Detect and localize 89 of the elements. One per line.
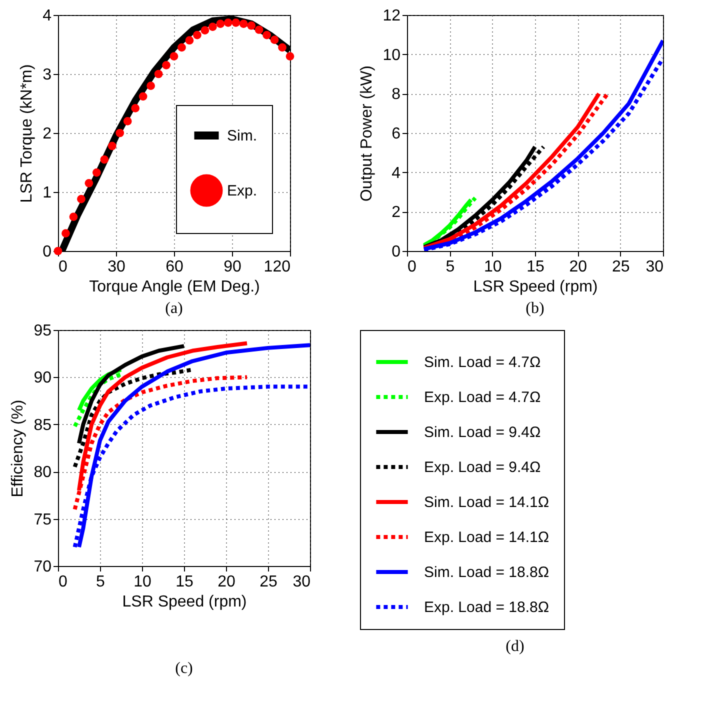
x-tick-label: 10 [134,574,152,590]
y-tick-label: 70 [34,558,52,576]
point [270,36,279,44]
x-tick-label: 0 [58,574,68,590]
y-tick-label: 0 [42,244,52,260]
point [278,43,286,52]
y-tick-label: 8 [392,86,401,104]
x-axis-title: LSR Speed (rpm) [122,594,247,610]
y-tick-label: 3 [42,66,52,84]
point [185,36,194,45]
y-tick-label: 80 [34,464,52,482]
point [92,168,101,177]
text: (c) [175,660,193,677]
y-tick-label: 75 [34,511,52,528]
y-axis-title: LSR Torque (kN*m) [18,64,36,203]
y-tick-label: 10 [382,46,401,64]
y-tick-label: 0 [392,244,401,260]
point [208,22,217,31]
legend-label: Exp. Load = 18.8Ω [424,599,550,616]
x-tick-label: 20 [569,258,588,276]
point [170,52,178,60]
y-tick-label: 12 [382,8,401,24]
y-tick-label: 6 [392,126,401,142]
x-tick-label: 25 [612,258,630,276]
point [84,178,94,188]
point [154,70,163,78]
point [162,60,170,70]
point [69,212,78,221]
line-series [77,343,310,550]
y-tick-label: 4 [42,8,52,24]
y-axis-title: Output Power (kW) [358,65,376,202]
x-tick-label: 5 [446,258,455,276]
point [178,43,186,52]
point [138,92,148,101]
x-tick-label: 10 [484,258,502,276]
y-tick-label: 2 [392,204,401,222]
text: (b) [526,300,544,317]
y-axis-title: Efficiency (%) [10,400,27,498]
point [146,82,155,90]
x-axis-title: LSR Speed (rpm) [473,278,598,296]
x-tick-label: 60 [166,258,184,276]
point [193,30,202,40]
x-tick-label: 120 [264,258,291,276]
x-tick-label: 5 [96,574,106,590]
x-tick-label: 30 [646,258,664,276]
legend-label: Sim. [227,128,257,144]
x-tick-label: 25 [260,574,278,590]
point [224,18,232,27]
point [77,194,86,204]
point [239,20,248,28]
y-tick-label: 85 [34,416,52,434]
x-tick-label: 15 [526,258,544,276]
x-tick-label: 30 [292,574,311,590]
y-tick-label: 4 [392,164,401,182]
legend-label: Exp. Load = 14.1Ω [424,529,550,546]
legend-label: Sim. Load = 14.1Ω [424,494,550,511]
y-tick-label: 2 [42,126,52,142]
point [200,26,210,35]
point [262,30,271,40]
point [108,142,116,150]
legend-label: Sim. Load = 9.4Ω [424,424,541,441]
x-tick-label: 20 [218,574,236,590]
point [100,155,109,164]
x-axis-title: Torque Angle (EM Deg.) [89,278,260,296]
point [116,128,124,138]
y-tick-label: 95 [34,322,52,340]
y-tick-label: 90 [34,370,52,387]
legend-label: Exp. Load = 9.4Ω [424,459,541,476]
legend-label: Exp. Load = 4.7Ω [424,389,541,406]
point [216,20,225,28]
point [286,52,294,60]
legend-label: Exp. [227,182,258,200]
legend-label: Sim. Load = 4.7Ω [424,354,541,371]
point [131,104,140,112]
x-tick-label: 15 [176,574,194,590]
point [123,117,132,126]
x-tick-label: 90 [224,258,242,276]
point [62,229,70,238]
point [232,18,240,27]
text: (d) [506,638,524,655]
point [254,26,264,34]
line-series [72,372,123,428]
text: (a) [165,300,183,317]
x-tick-label: 30 [108,258,126,276]
x-tick-label: 0 [58,258,68,276]
y-tick-label: 1 [42,184,52,202]
x-tick-label: 0 [408,258,416,276]
point [247,21,256,30]
legend-label: Sim. Load = 18.8Ω [424,564,550,581]
